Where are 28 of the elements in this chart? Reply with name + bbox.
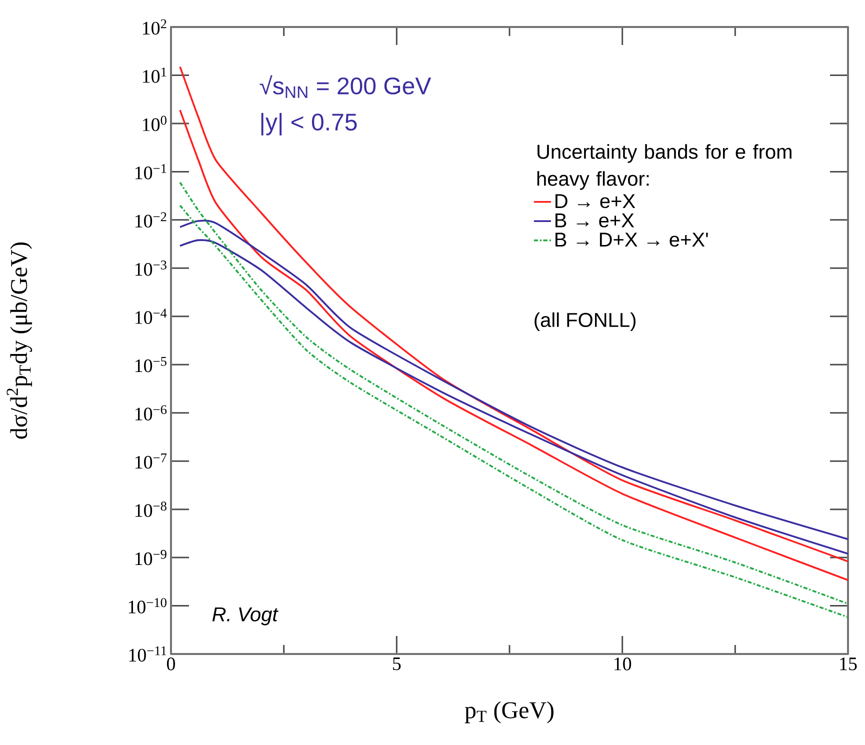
x-axis-title: p$_{T}$ (GeV) [464,701,554,724]
x-tick-label: 0 [166,658,176,670]
legend-label: B → e+X [556,213,634,228]
annotation: √s$_{NN}$ = 200 GeV [260,75,432,98]
y-tick-label: 10$^{−2}$ [135,212,166,228]
y-tick-label: 10$^{−6}$ [135,405,167,420]
y-tick-label: 10$^{−7}$ [135,454,167,469]
annotation: |y| < 0.75 [261,112,357,136]
legend-title: Uncertainty bands for e from heavy flavor: [537,144,792,190]
y-tick-label: 10$^{1}$ [142,68,166,83]
y-tick-label: 10$^{−5}$ [135,357,166,372]
y-tick-label: 10$^{−3}$ [135,260,166,276]
y-tick-label: 10$^{−4}$ [135,308,167,324]
x-tick-label: 15 [840,658,857,670]
y-tick-label: 10$^{−9}$ [135,550,166,566]
y-axis-title: dσ/d$^{2}$p$_{T}$dy (μb/GeV) [6,242,32,439]
y-tick-label: 10$^{2}$ [142,19,166,35]
x-tick-label: 5 [393,658,401,670]
y-tick-label: 10$^{0}$ [142,116,166,132]
y-tick-label: 10$^{−8}$ [135,502,166,517]
legend-label: D → e+X [556,194,636,208]
annotation: R. Vogt [212,607,278,626]
y-tick-label: 10$^{−1}$ [135,164,166,180]
x-tick-label: 10 [614,658,632,670]
legend-label: B → D+X → e+X' [556,232,708,247]
annotation: (all FONLL) [534,312,636,332]
y-tick-label: 10$^{−10}$ [128,598,166,614]
y-tick-label: 10$^{−11}$ [129,646,166,662]
